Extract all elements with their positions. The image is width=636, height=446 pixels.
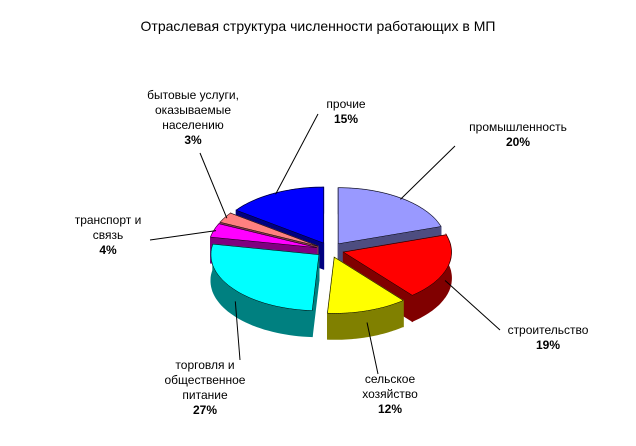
leader-line <box>444 280 501 331</box>
slice <box>342 234 452 296</box>
leader-line <box>366 322 379 375</box>
category-label: бытовые услуги, оказываемые населению <box>147 88 239 132</box>
slice-label: транспорт и связь 4% <box>60 213 156 258</box>
value-label: 15% <box>333 112 359 126</box>
chart-title: Отраслевая структура численности работаю… <box>140 18 496 34</box>
value-label: 19% <box>535 338 561 352</box>
slice-label: торговля и общественное питание 27% <box>150 358 260 418</box>
leader-line <box>400 145 456 200</box>
value-label: 12% <box>377 402 403 416</box>
slice <box>210 223 317 248</box>
leader-line <box>199 152 228 219</box>
slice-label: сельское хозяйство 12% <box>350 372 430 417</box>
category-label: сельское хозяйство <box>362 372 418 401</box>
category-label: транспорт и связь <box>74 213 142 242</box>
category-label: промышленность <box>469 120 567 134</box>
value-label: 3% <box>184 133 202 147</box>
category-label: прочие <box>326 97 366 111</box>
leader-line <box>149 230 217 241</box>
slice-label: бытовые услуги, оказываемые населению 3% <box>136 88 251 148</box>
slice-label: промышленность 20% <box>448 120 588 150</box>
slice <box>219 212 318 247</box>
value-label: 20% <box>505 135 531 149</box>
slice-label: прочие 15% <box>311 97 381 127</box>
slice <box>210 243 320 311</box>
leader-line <box>275 113 319 195</box>
leader-line <box>234 301 241 361</box>
value-label: 27% <box>192 403 218 417</box>
value-label: 4% <box>99 243 117 257</box>
category-label: торговля и общественное питание <box>164 358 246 402</box>
category-label: строительство <box>507 323 589 337</box>
slice <box>327 256 404 314</box>
slice <box>235 186 324 244</box>
slice-label: строительство 19% <box>488 323 608 353</box>
